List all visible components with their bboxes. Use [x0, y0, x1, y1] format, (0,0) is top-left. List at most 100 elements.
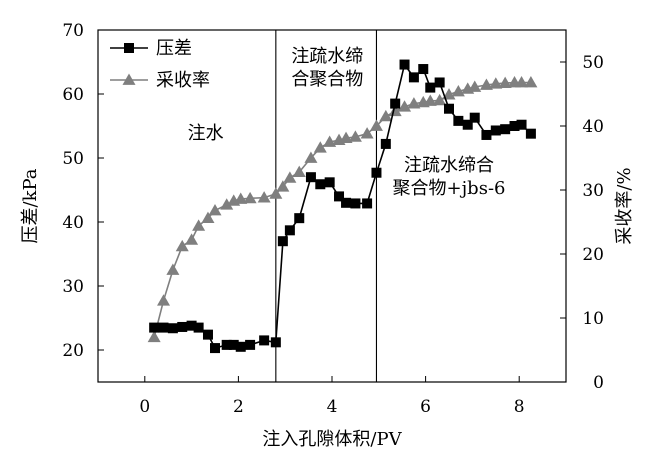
pressure-point	[221, 339, 232, 350]
recovery-point	[313, 141, 327, 153]
recovery-point	[433, 93, 447, 106]
annotation-line: 注水	[188, 123, 224, 144]
pressure-point	[516, 119, 527, 130]
pressure-point	[425, 82, 436, 93]
pressure-point	[525, 128, 536, 139]
pressure-point	[380, 138, 391, 149]
recovery-point	[398, 100, 412, 112]
y-right-tick-label: 40	[582, 117, 604, 137]
y-left-tick-label: 30	[62, 277, 84, 297]
recovery-point	[515, 75, 529, 88]
series-pressure-diff	[149, 59, 536, 354]
pressure-point	[270, 337, 281, 348]
recovery-point	[292, 165, 306, 177]
y-left-tick-label: 20	[62, 341, 84, 361]
x-tick-label: 0	[139, 397, 150, 417]
pressure-point	[277, 236, 288, 247]
recovery-point	[269, 187, 283, 199]
pressure-point	[390, 98, 401, 109]
annotation-line: 合聚合物	[291, 69, 363, 90]
pressure-point	[193, 322, 204, 333]
recovery-point	[157, 294, 171, 306]
recovery-point	[489, 77, 503, 89]
pressure-point	[469, 112, 480, 123]
pressure-point	[362, 198, 373, 209]
pressure-point	[315, 179, 326, 190]
y-right-axis-title: 采收率/%	[614, 167, 635, 244]
recovery-point	[407, 97, 421, 109]
y-left-tick-label: 70	[62, 21, 84, 41]
y-right-tick-label: 10	[582, 309, 604, 329]
recovery-point	[379, 109, 393, 122]
pressure-point	[245, 339, 256, 350]
recovery-point	[234, 192, 248, 204]
x-axis-title: 注入孔隙体积/PV	[262, 429, 402, 450]
pressure-point	[186, 320, 197, 331]
legend-item-recovery-rate: 采收率	[110, 70, 210, 91]
pressure-point	[408, 72, 419, 83]
pressure-point	[202, 329, 213, 340]
x-tick-label: 2	[233, 397, 244, 417]
y-right-tick-label: 20	[582, 245, 604, 265]
recovery-point	[388, 104, 402, 117]
pressure-point	[177, 321, 188, 332]
recovery-point	[175, 239, 189, 252]
legend-marker	[122, 73, 136, 85]
annotation-water: 注水	[188, 123, 224, 144]
pressure-point	[481, 129, 492, 140]
annotation-line: 注疏水缔合	[404, 155, 494, 176]
y-right-tick-label: 50	[582, 53, 604, 73]
annotation-line: 注疏水缔	[291, 46, 363, 67]
recovery-point	[468, 80, 482, 92]
recovery-point	[185, 233, 199, 245]
recovery-point	[208, 203, 222, 216]
pressure-point	[305, 172, 316, 183]
pressure-point	[158, 322, 169, 333]
annotation-line: 聚合物+jbs-6	[393, 178, 506, 199]
legend-item-pressure-diff: 压差	[110, 38, 192, 59]
pressure-point	[210, 343, 220, 354]
pressure-point	[235, 341, 246, 352]
recovery-point	[243, 191, 257, 204]
recovery-point	[192, 219, 206, 231]
x-tick-label: 4	[327, 397, 338, 417]
y-left-tick-label: 40	[62, 213, 84, 233]
y-right-tick-label: 0	[593, 373, 604, 393]
legend-marker	[124, 43, 134, 53]
series-layer	[147, 59, 538, 354]
recovery-point	[166, 263, 180, 275]
x-tick-label: 8	[514, 397, 525, 417]
recovery-point	[201, 211, 215, 224]
pressure-point	[341, 197, 352, 208]
pressure-point	[294, 213, 305, 224]
recovery-point	[147, 330, 161, 343]
pressure-point	[324, 177, 335, 188]
pressure-point	[509, 121, 520, 131]
legend-label: 采收率	[156, 70, 210, 91]
recovery-point	[524, 75, 538, 88]
recovery-point	[442, 88, 456, 100]
pressure-point	[284, 225, 295, 236]
annotation-poly: 注疏水缔合聚合物	[291, 46, 363, 90]
legend-label: 压差	[156, 38, 192, 59]
pressure-point	[350, 198, 361, 209]
recovery-point	[323, 135, 337, 147]
recovery-point	[498, 76, 512, 88]
series-recovery-rate	[147, 75, 538, 343]
pressure-point	[490, 125, 501, 136]
recovery-point	[339, 131, 353, 144]
x-tick-label: 6	[420, 397, 431, 417]
stage-boundaries	[275, 30, 378, 382]
pressure-point	[462, 119, 473, 130]
y-right-tick-label: 30	[582, 181, 604, 201]
recovery-point	[360, 127, 374, 139]
recovery-point	[369, 119, 383, 131]
y-left-tick-label: 50	[62, 149, 84, 169]
pressure-point	[399, 59, 410, 70]
pressure-point	[167, 323, 178, 334]
annotation-poly-jbs: 注疏水缔合聚合物+jbs-6	[393, 155, 506, 199]
pressure-point	[434, 77, 445, 88]
recovery-point	[276, 180, 290, 192]
